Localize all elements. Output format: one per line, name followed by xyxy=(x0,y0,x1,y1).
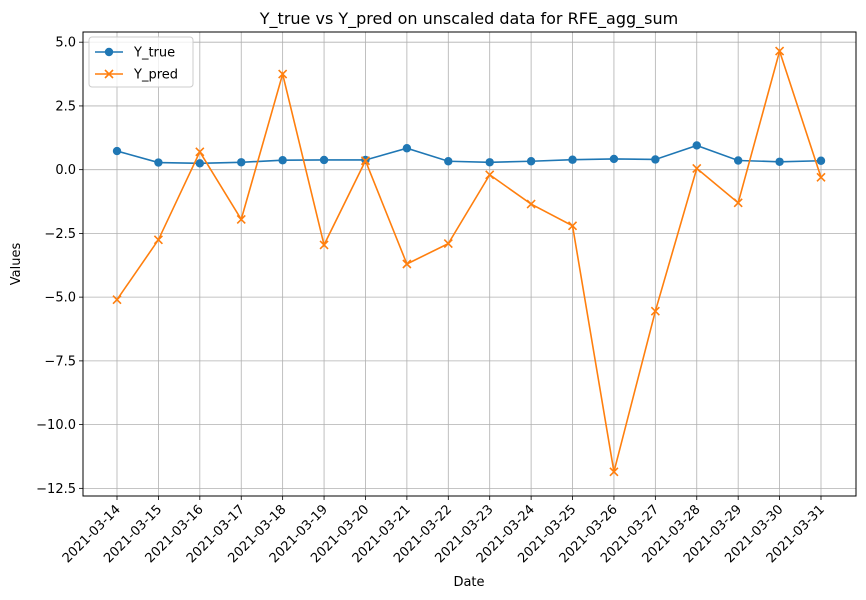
data-point-Y_pred xyxy=(692,163,702,173)
data-point-Y_true xyxy=(195,159,205,168)
data-point-Y_pred xyxy=(402,259,412,269)
data-point-Y_true xyxy=(485,158,494,167)
plot-frame xyxy=(82,31,857,497)
y-axis: 5.0 2.5 0.0 −2.5 −5.0 −7.5 −10.0 −12.5 xyxy=(36,36,83,497)
data-point-Y_pred xyxy=(112,295,122,305)
series-line-Y_pred xyxy=(116,48,822,472)
data-point-Y_pred xyxy=(153,235,163,245)
legend-label-Y_pred: Y_pred xyxy=(133,68,178,83)
data-point-Y_true xyxy=(154,158,163,167)
data-point-Y_true xyxy=(816,156,826,165)
y-tick-label: 2.5 xyxy=(55,99,76,114)
data-point-Y_true xyxy=(402,144,412,153)
series-line-Y_true xyxy=(116,144,822,165)
data-point-Y_pred xyxy=(485,170,495,180)
y-tick-label: −2.5 xyxy=(44,227,76,242)
y-tick-label: −5.0 xyxy=(44,291,76,306)
grid-lines xyxy=(83,32,856,496)
data-point-Y_true xyxy=(651,155,660,164)
data-point-Y_pred xyxy=(360,156,371,166)
y-tick-label: 0.0 xyxy=(55,163,76,178)
data-point-Y_pred xyxy=(733,198,743,208)
data-point-Y_pred xyxy=(567,221,578,231)
y-axis-label: Values xyxy=(9,243,24,286)
data-point-Y_pred xyxy=(195,147,205,157)
series-layer xyxy=(112,46,826,477)
data-point-Y_pred xyxy=(816,172,826,182)
legend: Y_true Y_pred xyxy=(88,36,194,88)
y-tick-label: −12.5 xyxy=(36,482,76,497)
data-point-Y_true xyxy=(237,158,246,167)
data-point-Y_true xyxy=(526,157,536,166)
legend-label-Y_true: Y_true xyxy=(133,46,175,61)
y-tick-label: −10.0 xyxy=(36,418,76,433)
chart-title: Y_true vs Y_pred on unscaled data for RF… xyxy=(259,9,678,29)
data-point-Y_pred xyxy=(650,306,660,316)
data-point-Y_pred xyxy=(443,239,453,249)
y-tick-label: 5.0 xyxy=(55,36,76,51)
legend-marker-Y_pred xyxy=(104,69,114,79)
legend-marker-Y_true xyxy=(104,47,114,57)
data-point-Y_true xyxy=(112,146,122,156)
data-point-Y_pred xyxy=(775,46,785,56)
data-point-Y_pred xyxy=(319,240,329,250)
data-point-Y_pred xyxy=(526,199,536,209)
data-point-Y_pred xyxy=(236,214,246,224)
data-point-Y_true xyxy=(319,155,329,165)
data-point-Y_true xyxy=(444,157,453,166)
data-point-Y_true xyxy=(278,156,287,165)
data-point-Y_true xyxy=(775,157,784,166)
data-point-Y_true xyxy=(692,141,701,150)
data-point-Y_pred xyxy=(278,69,288,79)
data-point-Y_true xyxy=(609,154,619,164)
data-point-Y_pred xyxy=(609,467,619,477)
y-tick-label: −7.5 xyxy=(44,354,76,369)
data-point-Y_true xyxy=(568,155,577,164)
data-point-Y_true xyxy=(733,156,743,165)
x-axis-label: Date xyxy=(453,575,484,590)
